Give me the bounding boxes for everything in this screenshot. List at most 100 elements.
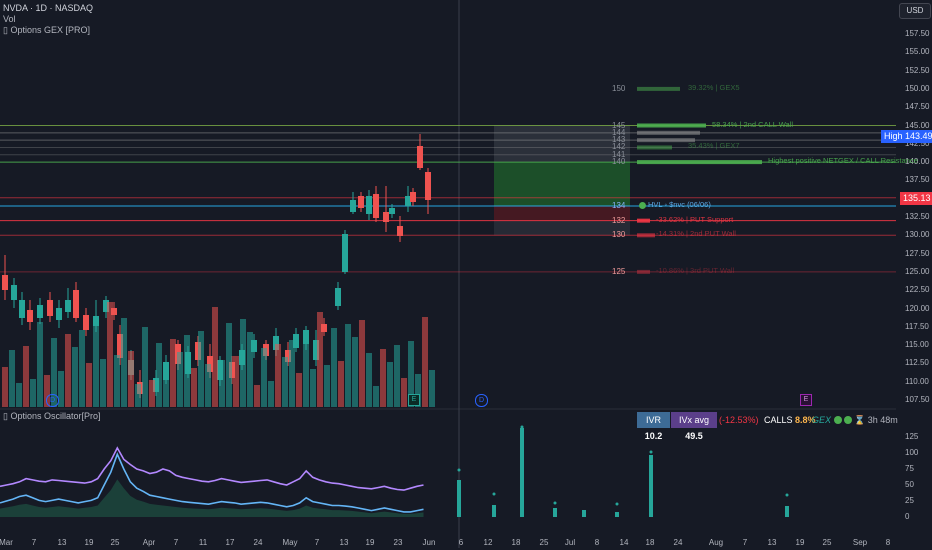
gex-bar [637,218,650,223]
volume-bar [226,323,232,407]
time-tick-label: Jun [422,538,436,547]
oscillator-tick-label: 125 [905,432,919,441]
gex-level-label: -10.86% | 3rd PUT Wall [656,265,735,275]
oscillator-icon: ▯ [3,411,11,421]
volume-bar [9,350,15,407]
gex-status-dot-icon [844,416,853,424]
gex-indicator-label[interactable]: ▯ Options GEX [PRO] [3,25,90,35]
candle-body [83,315,89,330]
time-tick-label: Sep [852,538,868,547]
time-tick-label: 12 [483,538,493,547]
price-tick-label: 110.00 [905,376,929,386]
strike-label: 143 [612,135,626,145]
time-tick-label: 6 [458,538,464,547]
high-price-tag: High [881,130,906,143]
gex-level-label: 35.43% | GEX7 [688,141,740,151]
candle-body [373,194,379,218]
volume-bar [247,332,253,407]
volume-bar [359,320,365,407]
time-tick-label: 18 [511,538,521,547]
volume-bar [79,330,85,407]
volume-bar [282,357,288,407]
currency-button[interactable]: USD [899,3,931,19]
volume-bar [289,340,295,407]
candle-body [27,310,33,322]
volume-bar [114,355,120,407]
strike-label: 150 [612,83,626,93]
ivx-badge: IVx avg 49.5 [671,412,717,441]
candle-body [56,308,62,320]
oscillator-marker [553,501,557,505]
volume-bar [198,331,204,407]
gex-level-label: Highest positive NETGEX / CALL Resistanc… [768,156,918,166]
gex-readout: GEX [812,412,853,428]
time-tick-label: 7 [173,538,179,547]
oscillator-tick-label: 75 [905,464,914,473]
volume-bar [51,338,57,407]
price-tick-label: 140.00 [905,157,930,167]
candle-body [425,172,431,200]
time-tick-label: 19 [365,538,375,547]
symbol-title[interactable]: NVDA · 1D · NASDAQ [3,3,94,13]
oscillator-marker [457,468,461,472]
price-tick-label: 115.00 [905,340,929,350]
volume-label[interactable]: Vol [3,14,16,24]
volume-bar [422,317,428,407]
gex-level-label: HVL ◦ $nvc (06/06) [648,200,711,210]
oscillator-spike [615,512,619,517]
oscillator-marker [649,450,653,454]
oscillator-title[interactable]: ▯ Options Oscillator[Pro] [3,411,101,421]
call-zone-box [494,162,630,207]
gex-bar [637,145,672,150]
hourglass-icon: ⌛ [854,415,866,425]
ivx-change: (-12.53%) [719,415,759,425]
price-tick-label: 122.50 [905,285,930,295]
time-tick-label: Apr [142,538,156,547]
earnings-event-marker[interactable]: E [408,394,420,406]
time-tick-label: 18 [645,538,655,547]
candle-body [335,288,341,306]
volume-bar [233,356,239,407]
price-tick-label: 107.50 [905,395,930,404]
countdown-timer: ⌛ 3h 48m [854,415,898,425]
volume-bar [2,367,8,407]
candle-body [285,350,291,362]
price-tick-label: 142.50 [905,138,930,148]
time-tick-label: 14 [619,538,629,547]
candle-body [2,275,8,290]
volume-bar [184,335,190,407]
candle-body [11,285,17,300]
candle-body [19,300,25,318]
candle-body [321,324,327,332]
volume-bar [212,307,218,407]
candle-body [342,234,348,272]
time-tick-label: 24 [673,538,683,547]
volume-bar [149,380,155,407]
time-tick-label: Jul [564,538,576,547]
volume-bar [296,373,302,407]
strike-label: 125 [612,266,626,276]
dividend-event-marker[interactable]: D [46,394,59,407]
gex-level-label: 39.32% | GEX5 [688,82,740,92]
volume-bar [163,376,169,407]
volume-bar [93,326,99,407]
earnings-event-marker[interactable]: E [800,394,812,406]
time-tick-label: Aug [708,538,724,547]
volume-bar [394,345,400,407]
volume-bar [254,385,260,407]
time-tick-label: 8 [594,538,600,547]
volume-bar [72,347,78,407]
candle-body [313,340,319,360]
volume-bar [86,363,92,407]
strike-label: 132 [612,215,626,225]
volume-bar [37,322,43,407]
candle-body [37,305,43,318]
candle-body [93,316,99,326]
candle-body [73,290,79,318]
volume-bar [142,327,148,407]
strike-label: 141 [612,149,626,159]
price-tick-label: 155.00 [905,47,930,57]
dividend-event-marker[interactable]: D [475,394,488,407]
volume-bar [191,368,197,407]
